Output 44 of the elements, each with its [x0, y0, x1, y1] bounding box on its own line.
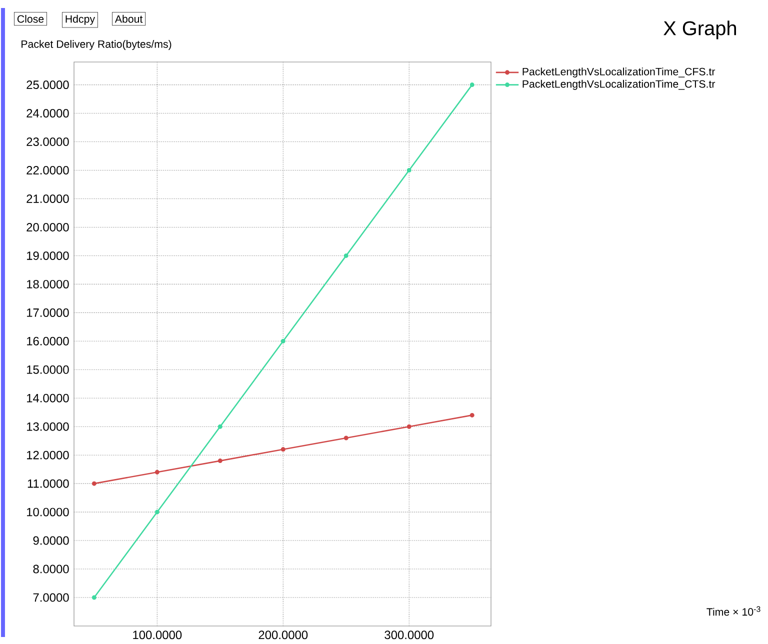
y-tick-label: 24.0000	[26, 109, 69, 118]
y-tick-label: 13.0000	[27, 422, 69, 432]
text: Close	[17, 15, 44, 23]
y-tick-label: 20.0000	[26, 223, 69, 232]
x-tick-label: 200.0000	[258, 630, 308, 640]
point	[406, 424, 412, 430]
y-tick-label: 21.0000	[26, 194, 69, 204]
y-tick-label: 22.0000	[26, 166, 69, 175]
y-tick-label: 10.0000	[27, 508, 69, 517]
point	[92, 595, 96, 600]
y-tick-label: 7.0000	[33, 593, 69, 602]
y-tick-label: 8.0000	[33, 564, 69, 574]
y-tick-label: 14.0000	[27, 394, 69, 403]
y-tick-label: 19.0000	[27, 252, 69, 260]
x-tick-label: 300.0000	[384, 630, 434, 640]
text: Hdcpy	[66, 15, 96, 26]
point	[470, 413, 474, 418]
point	[470, 82, 474, 88]
legend-label: PacketLengthVsLocalizationTime_CTS.tr	[522, 80, 716, 90]
y-tick-label: 23.0000	[26, 138, 69, 146]
point	[92, 482, 96, 486]
y-tick-label: 25.0000	[26, 80, 69, 90]
text: Time × 10$^{-3}$	[706, 606, 760, 616]
y-tick-label: 12.0000	[27, 451, 69, 460]
y-tick-label: 11.0000	[28, 480, 69, 488]
y-tick-label: 18.0000	[27, 280, 69, 289]
point	[280, 447, 286, 452]
point	[218, 458, 222, 464]
y-tick-label: 17.0000	[27, 308, 69, 318]
y-axis-title: Packet Delivery Ratio(bytes/ms)	[22, 40, 172, 50]
point	[406, 168, 412, 173]
point	[218, 424, 222, 430]
point	[154, 470, 160, 475]
point	[344, 254, 348, 258]
point	[280, 339, 286, 344]
point	[344, 436, 348, 440]
legend-label: PacketLengthVsLocalizationTime_CFS.tr	[522, 68, 716, 78]
y-tick-label: 16.0000	[27, 337, 69, 346]
x-tick-label: 100.0000	[133, 630, 182, 640]
text: About	[114, 15, 143, 23]
text: X Graph	[664, 20, 736, 40]
y-tick-label: 9.0000	[33, 536, 69, 545]
y-tick-label: 15.0000	[27, 366, 69, 374]
point	[154, 510, 160, 515]
